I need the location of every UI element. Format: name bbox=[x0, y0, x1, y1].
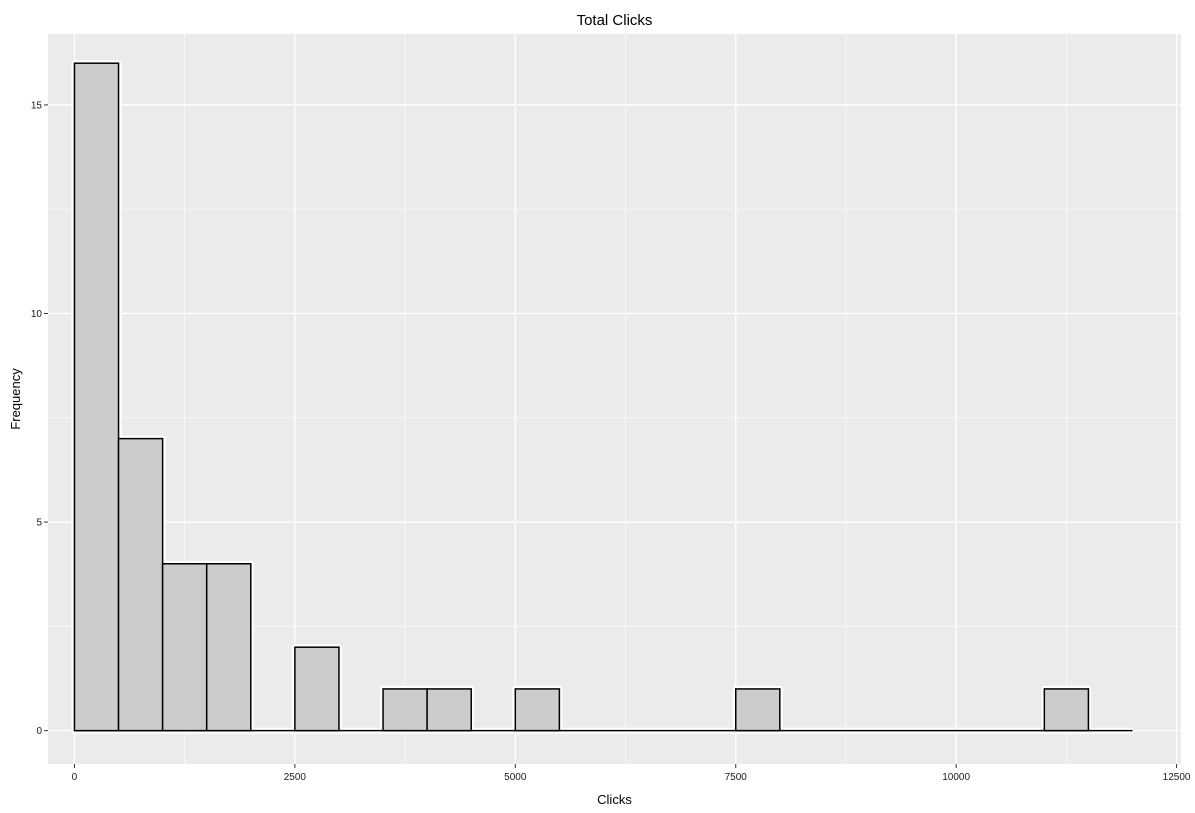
histogram-bar bbox=[294, 646, 340, 732]
histogram-bar bbox=[117, 437, 164, 732]
histogram-bar bbox=[205, 563, 252, 732]
x-tick-label: 10000 bbox=[942, 772, 970, 783]
histogram-bar bbox=[426, 688, 472, 732]
histogram-bar bbox=[1043, 688, 1090, 732]
histogram-bars bbox=[71, 60, 1133, 734]
x-tick-label: 7500 bbox=[725, 772, 748, 783]
histogram-bar bbox=[514, 688, 561, 732]
chart-title: Total Clicks bbox=[577, 12, 653, 29]
x-axis-ticks: 0 2500 5000 7500 10000 12500 bbox=[72, 764, 1191, 783]
y-tick-label: 15 bbox=[31, 100, 43, 111]
y-axis-label: Frequency bbox=[8, 368, 23, 430]
histogram-bar bbox=[73, 62, 120, 732]
y-axis-ticks: 0 5 10 15 bbox=[31, 100, 48, 737]
x-tick-label: 0 bbox=[72, 772, 78, 783]
x-axis-label: Clicks bbox=[597, 792, 632, 807]
histogram-bar bbox=[734, 688, 781, 732]
histogram-bar bbox=[382, 688, 428, 732]
histogram-bar bbox=[161, 563, 208, 732]
y-tick-label: 5 bbox=[36, 518, 42, 529]
y-tick-label: 10 bbox=[31, 309, 43, 320]
x-tick-label: 2500 bbox=[284, 772, 307, 783]
y-tick-label: 0 bbox=[36, 726, 42, 737]
x-tick-label: 5000 bbox=[504, 772, 527, 783]
x-tick-label: 12500 bbox=[1163, 772, 1191, 783]
